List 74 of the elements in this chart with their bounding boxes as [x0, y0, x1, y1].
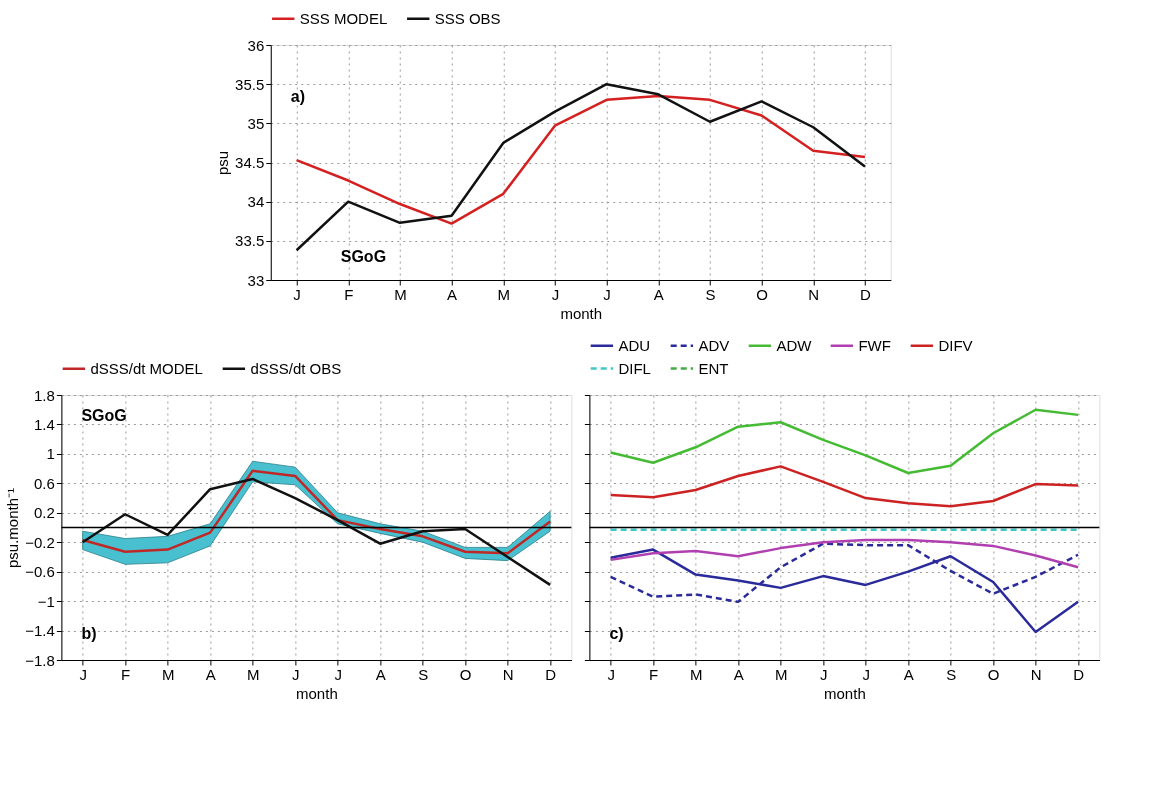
- x-tick-label: D: [1073, 665, 1085, 683]
- x-tick-label: A: [733, 665, 744, 683]
- x-tick-label: F: [344, 285, 354, 303]
- y-tick-label: 35.5: [235, 75, 265, 93]
- legend-label: SSS MODEL: [299, 9, 388, 27]
- legend-label: ADV: [698, 336, 730, 354]
- y-axis-title: psu: [214, 150, 232, 176]
- y-tick-label: 34: [247, 193, 265, 211]
- y-tick-label: 1.8: [34, 386, 55, 404]
- annotation: a): [290, 87, 305, 105]
- legend-label: SSS OBS: [434, 9, 501, 27]
- annotation: b): [81, 624, 97, 642]
- x-tick-label: M: [774, 665, 788, 683]
- y-tick-label: 0.6: [34, 474, 55, 492]
- x-tick-label: N: [502, 665, 514, 683]
- x-tick-label: S: [418, 665, 429, 683]
- legend-label: dSSS/dt MODEL: [90, 359, 203, 377]
- x-tick-label: S: [946, 665, 957, 683]
- y-tick-label: −0.2: [25, 533, 55, 551]
- x-tick-label: M: [246, 665, 260, 683]
- x-tick-label: M: [161, 665, 175, 683]
- x-tick-label: J: [293, 285, 301, 303]
- annotation: c): [609, 624, 624, 642]
- x-tick-label: D: [859, 285, 871, 303]
- y-tick-label: 34.5: [235, 154, 265, 171]
- x-tick-label: A: [447, 285, 458, 303]
- legend-label: ENT: [698, 359, 729, 377]
- y-tick-label: 33: [247, 271, 265, 289]
- x-tick-label: M: [497, 285, 510, 303]
- legend-label: DIFV: [938, 336, 973, 354]
- x-tick-label: A: [653, 285, 664, 303]
- x-axis-title: month: [296, 684, 338, 702]
- x-tick-label: F: [649, 665, 659, 683]
- x-tick-label: J: [334, 665, 342, 683]
- legend-label: dSSS/dt OBS: [250, 359, 342, 377]
- y-tick-label: −1.8: [25, 651, 55, 669]
- y-tick-label: 1: [46, 445, 55, 463]
- x-tick-label: O: [987, 665, 1000, 683]
- x-tick-label: J: [291, 665, 300, 683]
- x-tick-label: J: [603, 285, 611, 303]
- legend-label: FWF: [858, 336, 891, 354]
- x-axis-title: month: [824, 684, 866, 702]
- y-tick-label: 35: [247, 114, 265, 132]
- y-tick-label: −1: [37, 592, 55, 610]
- x-tick-label: O: [459, 665, 472, 683]
- x-axis-title: month: [560, 304, 603, 322]
- y-tick-label: −1.4: [25, 622, 55, 640]
- x-tick-label: A: [903, 665, 914, 683]
- x-tick-label: A: [375, 665, 386, 683]
- x-tick-label: J: [819, 665, 828, 683]
- legend-label: ADU: [618, 336, 651, 354]
- x-tick-label: M: [394, 285, 407, 303]
- y-tick-label: −0.6: [25, 563, 55, 581]
- annotation: SGoG: [340, 247, 387, 265]
- x-tick-label: J: [862, 665, 870, 683]
- legend-label: DIFL: [618, 359, 651, 377]
- y-axis-title: psu.month⁻¹: [4, 487, 22, 569]
- x-tick-label: A: [205, 665, 216, 683]
- x-tick-label: M: [689, 665, 703, 683]
- y-tick-label: 1.4: [34, 415, 55, 433]
- x-tick-label: O: [756, 285, 768, 303]
- x-tick-label: N: [1030, 665, 1042, 683]
- y-tick-label: 36: [247, 36, 265, 54]
- x-tick-label: J: [607, 665, 615, 683]
- x-tick-label: S: [705, 285, 716, 303]
- x-tick-label: N: [808, 285, 820, 303]
- x-tick-label: D: [545, 665, 557, 683]
- x-tick-label: J: [551, 285, 560, 303]
- legend-label: ADW: [776, 336, 813, 354]
- x-tick-label: F: [121, 665, 131, 683]
- y-tick-label: 0.2: [34, 504, 55, 522]
- y-tick-label: 33.5: [235, 232, 265, 250]
- x-tick-label: J: [79, 665, 87, 683]
- annotation: SGoG: [81, 407, 127, 425]
